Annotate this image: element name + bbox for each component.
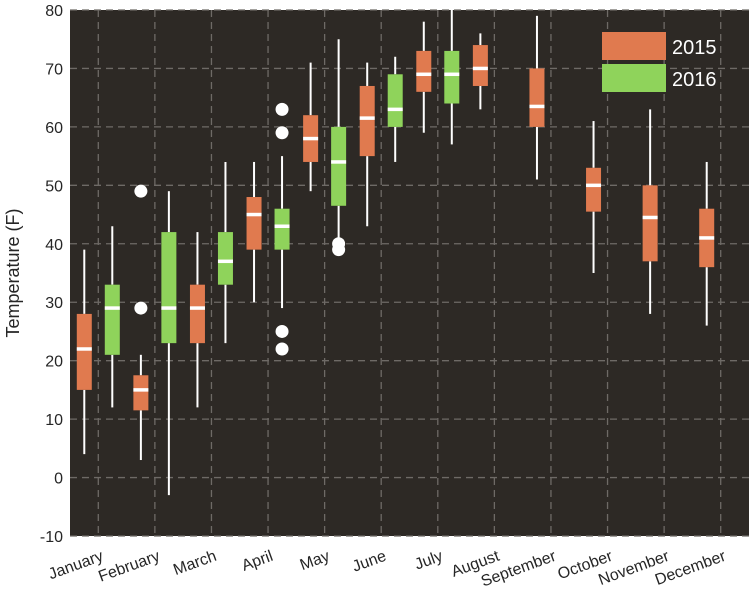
box-2016-january: [104, 226, 120, 408]
x-tick-label: February: [96, 548, 162, 586]
outlier-point: [332, 237, 346, 251]
legend-swatch-2015: [602, 32, 666, 60]
iqr-box: [444, 50, 460, 104]
x-tick-label: January: [46, 548, 105, 583]
legend-label-2016: 2016: [672, 69, 717, 91]
iqr-box: [104, 284, 120, 355]
y-tick-label: 10: [45, 412, 63, 429]
box-2015-december: [699, 161, 715, 326]
x-tick-label: March: [171, 548, 219, 579]
y-tick-label: 80: [45, 3, 63, 20]
box-2015-august: [472, 33, 488, 110]
iqr-box: [189, 284, 205, 344]
box-2016-april: [274, 102, 290, 356]
iqr-box: [217, 232, 233, 285]
iqr-box: [472, 45, 488, 86]
y-tick-labels: -10 0 10 20 30 40 50 60 70 80: [40, 3, 63, 546]
box-2015-september: [529, 15, 545, 180]
y-tick-label: 40: [45, 237, 63, 254]
x-tick-label: April: [240, 548, 276, 575]
iqr-box: [416, 50, 432, 92]
box-2015-january: [76, 249, 92, 455]
iqr-box: [274, 208, 290, 250]
grid-lines: [70, 9, 749, 537]
outlier-point: [134, 184, 148, 198]
y-tick-label: 30: [45, 295, 63, 312]
box-2016-february: [161, 191, 177, 496]
legend-swatch-2016: [602, 64, 666, 92]
iqr-box: [586, 167, 602, 212]
y-tick-label: 60: [45, 120, 63, 137]
y-tick-label: 70: [45, 61, 63, 78]
box-2015-may: [303, 62, 319, 192]
iqr-box: [529, 68, 545, 127]
iqr-box: [387, 74, 403, 127]
legend: 2015 2016: [602, 32, 717, 92]
box-2016-march: [217, 161, 233, 344]
box-2016-june: [387, 56, 403, 162]
box-2016-july: [444, 10, 460, 145]
iqr-box: [76, 313, 92, 390]
box-2015-march: [189, 232, 205, 408]
outlier-point: [275, 126, 289, 140]
y-tick-label: 0: [54, 471, 63, 488]
x-tick-label: June: [350, 548, 389, 576]
y-tick-label: 20: [45, 354, 63, 371]
box-2016-may: [331, 39, 347, 257]
box-2015-april: [246, 161, 262, 303]
box-2015-july: [416, 21, 432, 133]
iqr-box: [246, 197, 262, 250]
box-2015-november: [642, 109, 658, 314]
y-tick-label: -10: [40, 529, 63, 546]
box-series: [76, 10, 715, 496]
x-tick-label: July: [413, 548, 446, 574]
box-2015-june: [359, 62, 375, 227]
iqr-box: [331, 126, 347, 206]
box-2015-october: [586, 121, 602, 273]
box-2015-february: [133, 184, 149, 461]
iqr-box: [133, 375, 149, 411]
x-tick-label: May: [298, 548, 332, 574]
outlier-point: [275, 324, 289, 338]
plot-area: [70, 10, 749, 536]
outlier-point: [275, 342, 289, 356]
iqr-box: [359, 85, 375, 157]
iqr-box: [642, 185, 658, 262]
outlier-point: [134, 301, 148, 315]
legend-label-2015: 2015: [672, 37, 717, 59]
iqr-box: [161, 232, 177, 344]
outlier-point: [275, 102, 289, 116]
y-axis-title: Temperature (F): [3, 208, 23, 337]
y-tick-label: 50: [45, 178, 63, 195]
